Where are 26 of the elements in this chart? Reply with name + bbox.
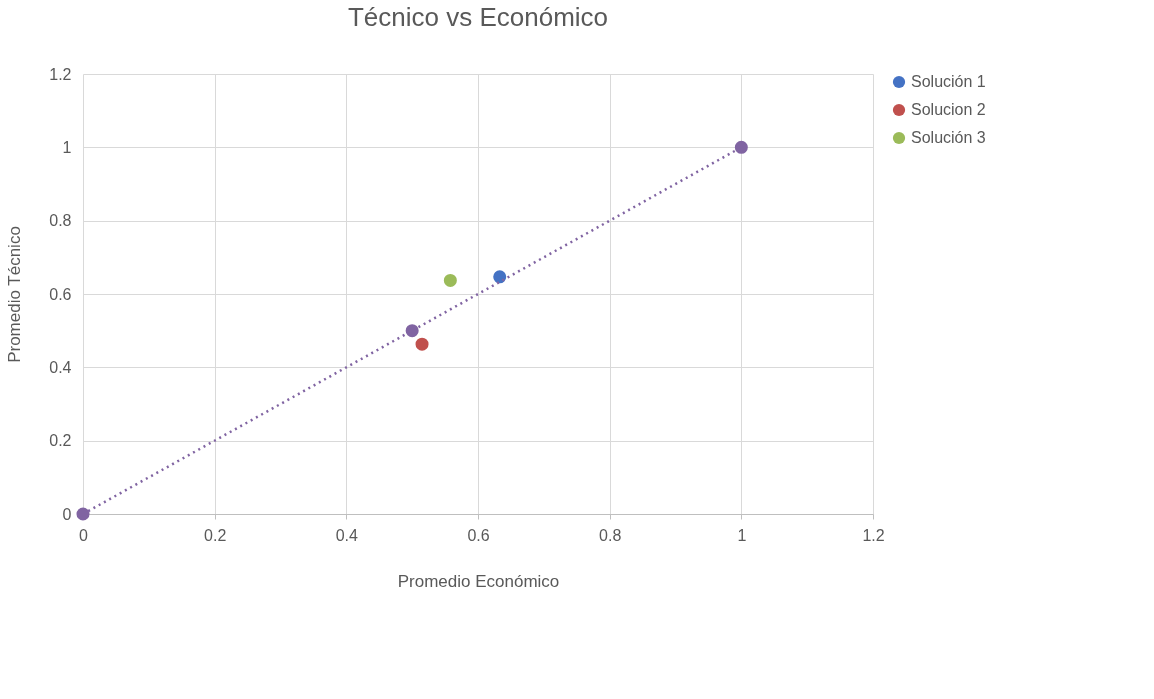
legend-label: Solucion 2 xyxy=(911,101,986,118)
x-tick-label: 0.4 xyxy=(335,526,359,544)
y-tick-label: 0.6 xyxy=(49,285,72,303)
y-axis-title: Promedio Técnico xyxy=(5,226,25,363)
x-axis-title: Promedio Económico xyxy=(397,571,560,591)
x-tick-label: 0.8 xyxy=(599,526,622,544)
point xyxy=(734,140,748,154)
y-tick-label: 0.8 xyxy=(49,212,72,230)
y-tick-label: 0 xyxy=(62,505,72,523)
point xyxy=(493,270,507,284)
point xyxy=(76,507,90,521)
y-tick-label: 0.2 xyxy=(49,432,72,450)
y-tick-label: 1 xyxy=(62,138,72,156)
point xyxy=(443,273,457,287)
x-tick-label: 1 xyxy=(737,526,747,544)
y-tick-label: 1.2 xyxy=(49,65,72,83)
x-tick-label: 0.2 xyxy=(204,526,227,544)
x-tick-label: 1.2 xyxy=(862,526,885,544)
x-tick-label: 0.6 xyxy=(467,526,490,544)
chart-title: Técnico vs Económico xyxy=(347,2,609,32)
point xyxy=(405,324,419,338)
point xyxy=(415,337,429,351)
legend-label: Solución 3 xyxy=(911,129,986,146)
y-tick-label: 0.4 xyxy=(49,358,72,376)
legend-label: Solución 1 xyxy=(911,73,986,90)
x-tick-label: 0 xyxy=(79,526,89,544)
